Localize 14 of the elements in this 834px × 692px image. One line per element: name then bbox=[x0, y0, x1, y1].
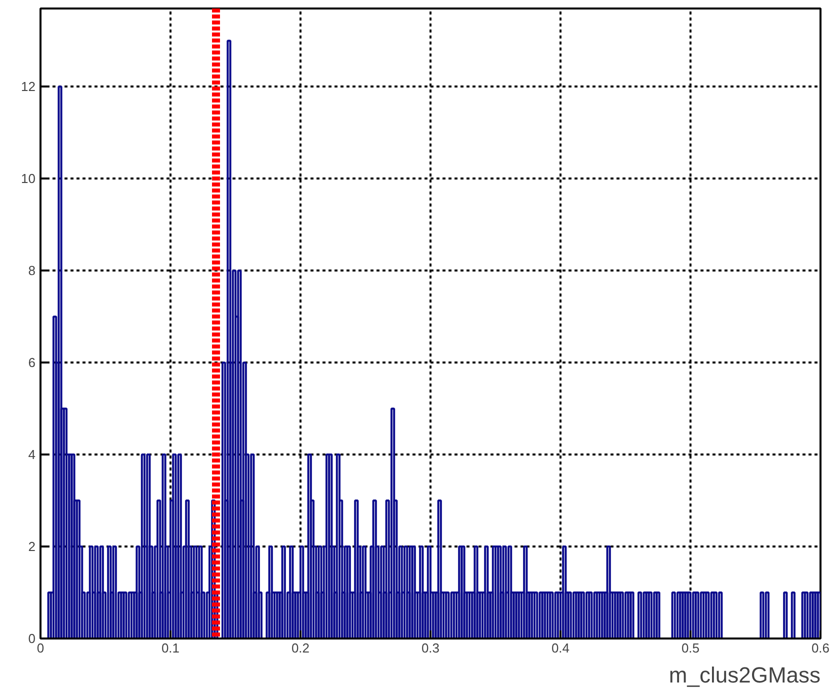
y-tick-label: 6 bbox=[28, 355, 36, 370]
x-tick-label: 0.6 bbox=[811, 640, 830, 656]
y-tick-label: 8 bbox=[28, 263, 36, 278]
x-tick-label: 0.4 bbox=[551, 640, 570, 656]
y-tick-label: 0 bbox=[28, 631, 36, 646]
y-tick-label: 4 bbox=[28, 447, 36, 462]
x-tick-label: 0.3 bbox=[421, 640, 440, 656]
x-tick-label: 0.5 bbox=[681, 640, 700, 656]
y-tick-label: 2 bbox=[28, 539, 36, 554]
y-tick-label: 12 bbox=[21, 79, 36, 94]
x-tick-label: 0.1 bbox=[161, 640, 180, 656]
y-tick-label: 10 bbox=[21, 171, 36, 186]
x-axis-title: m_clus2GMass bbox=[668, 662, 820, 688]
x-tick-label: 0.2 bbox=[291, 640, 310, 656]
